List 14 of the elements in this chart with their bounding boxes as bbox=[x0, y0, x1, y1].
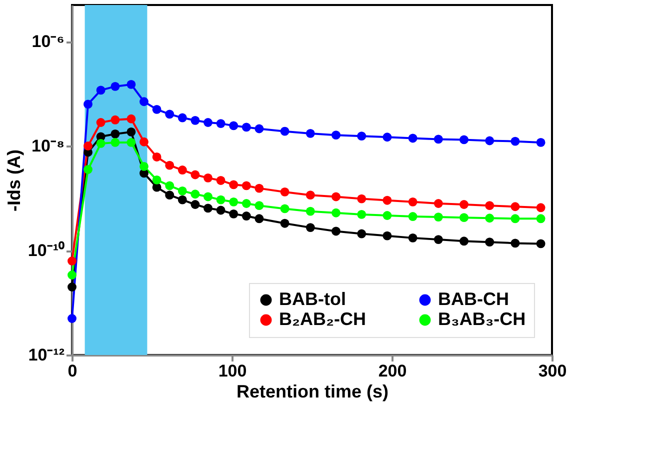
legend-label: BAB-tol bbox=[279, 289, 346, 309]
x-tick-label: 100 bbox=[218, 362, 247, 380]
x-tick-label: 300 bbox=[538, 362, 567, 380]
legend-label: BAB-CH bbox=[438, 289, 509, 309]
y-tick-label: 10⁻⁸ bbox=[32, 136, 64, 156]
legend-label: B₂AB₂-CH bbox=[279, 309, 366, 329]
x-tick-label: 200 bbox=[378, 362, 407, 380]
y-tick-label: 10⁻⁶ bbox=[32, 32, 64, 52]
x-axis-title: Retention time (s) bbox=[236, 382, 389, 402]
y-tick-label: 10⁻¹⁰ bbox=[28, 241, 64, 260]
legend-label: B₃AB₃-CH bbox=[438, 309, 526, 329]
x-tick-label: 0 bbox=[68, 362, 78, 380]
y-tick-label: 10⁻¹² bbox=[28, 346, 65, 364]
y-axis-title: -Ids (A) bbox=[4, 150, 24, 212]
